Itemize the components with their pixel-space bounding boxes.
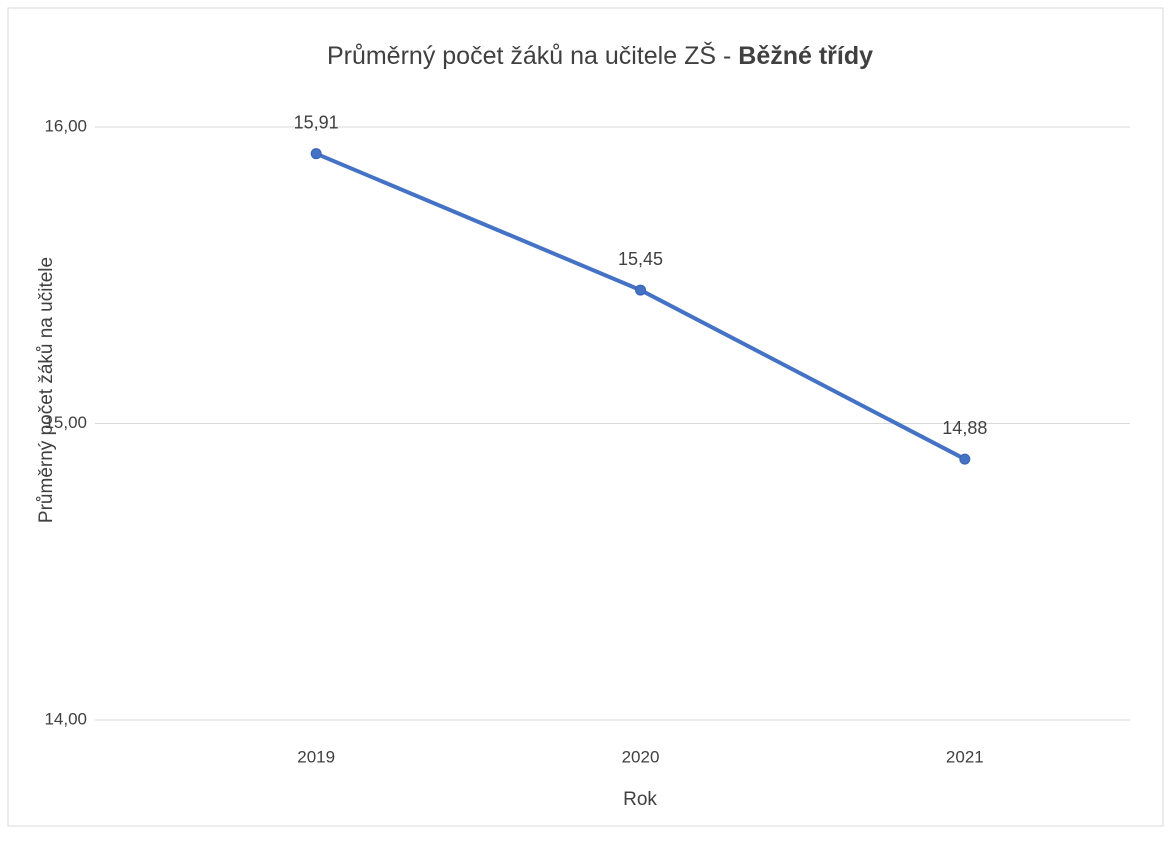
chart-border [7, 7, 1164, 827]
data-point [310, 148, 322, 160]
y-tick-label: 14,00 [44, 709, 87, 728]
x-tick-label: 2021 [946, 747, 984, 766]
data-point [635, 284, 646, 296]
data-label: 15,91 [294, 112, 339, 132]
x-tick-label: 2020 [622, 747, 660, 766]
title-emphasis: Běžné třídy [738, 42, 873, 70]
data-point [959, 453, 971, 465]
y-tick-label: 16,00 [44, 116, 87, 135]
data-label: 15,45 [618, 249, 663, 269]
x-tick-label: 2019 [297, 747, 335, 766]
x-axis-label: Rok [623, 789, 657, 810]
title-text: Průměrný počet žáků na učitele ZŠ - [327, 41, 731, 70]
chart-title: Průměrný počet žáků na učitele ZŠ - Běžn… [327, 41, 873, 70]
y-axis-label: Průměrný počet žáků na učitele [36, 257, 57, 523]
y-tick-label: 15,00 [44, 413, 87, 432]
data-label: 14,88 [942, 418, 987, 438]
